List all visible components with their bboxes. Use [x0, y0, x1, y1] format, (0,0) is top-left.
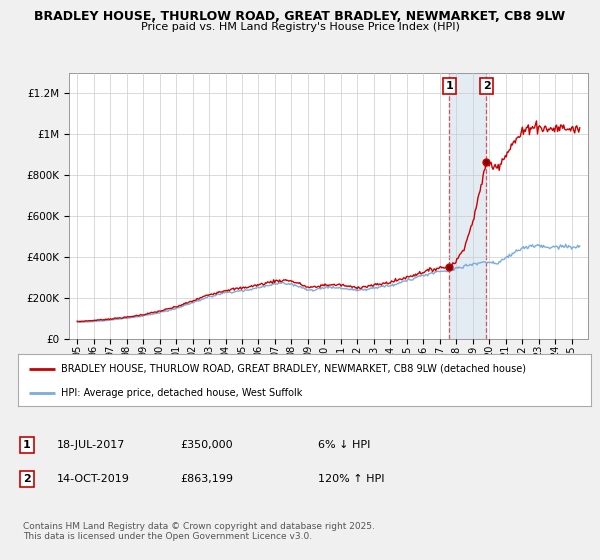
Bar — [449, 73, 485, 339]
Text: 1: 1 — [23, 440, 31, 450]
Text: Contains HM Land Registry data © Crown copyright and database right 2025.
This d: Contains HM Land Registry data © Crown c… — [23, 522, 374, 542]
Text: Price paid vs. HM Land Registry's House Price Index (HPI): Price paid vs. HM Land Registry's House … — [140, 22, 460, 32]
Text: £863,199: £863,199 — [180, 474, 233, 484]
Text: BRADLEY HOUSE, THURLOW ROAD, GREAT BRADLEY, NEWMARKET, CB8 9LW: BRADLEY HOUSE, THURLOW ROAD, GREAT BRADL… — [34, 10, 566, 23]
Text: 2: 2 — [482, 81, 490, 91]
Text: 14-OCT-2019: 14-OCT-2019 — [57, 474, 130, 484]
Text: £350,000: £350,000 — [180, 440, 233, 450]
Text: 120% ↑ HPI: 120% ↑ HPI — [318, 474, 385, 484]
Text: HPI: Average price, detached house, West Suffolk: HPI: Average price, detached house, West… — [61, 388, 302, 398]
Text: 2: 2 — [23, 474, 31, 484]
Text: BRADLEY HOUSE, THURLOW ROAD, GREAT BRADLEY, NEWMARKET, CB8 9LW (detached house): BRADLEY HOUSE, THURLOW ROAD, GREAT BRADL… — [61, 364, 526, 374]
Text: 1: 1 — [446, 81, 454, 91]
Text: 6% ↓ HPI: 6% ↓ HPI — [318, 440, 370, 450]
Text: 18-JUL-2017: 18-JUL-2017 — [57, 440, 125, 450]
